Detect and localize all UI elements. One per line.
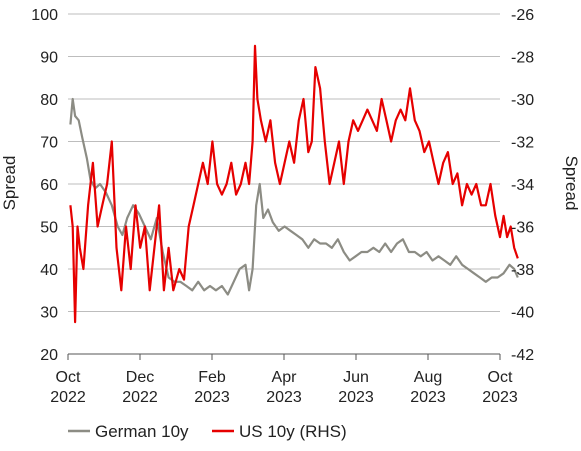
x-tick-month: Oct [488,369,513,386]
x-tick-month: Aug [414,369,442,386]
left-tick-label: 20 [40,347,58,364]
left-tick-label: 100 [31,7,58,24]
x-tick-year: 2023 [266,389,302,406]
x-tick-year: 2022 [50,389,86,406]
left-tick-label: 70 [40,135,58,152]
x-tick-month: Apr [272,369,298,386]
legend: German 10y US 10y (RHS) [68,422,347,441]
left-tick-label: 80 [40,92,58,109]
left-axis-title: Spread [0,156,19,211]
right-axis-title: Spread [562,156,581,211]
series-group [69,44,519,324]
x-tick-month: Dec [126,369,154,386]
right-tick-label: -26 [511,7,534,24]
right-tick-label: -30 [511,92,534,109]
left-tick-label: 30 [40,305,58,322]
right-tick-label: -40 [511,305,534,322]
left-y-axis: 100 90 80 70 60 50 40 30 20 [31,7,58,364]
x-tick-month: Jun [343,369,369,386]
right-tick-label: -28 [511,50,534,67]
x-tick-year: 2023 [194,389,230,406]
x-tick-year: 2022 [122,389,158,406]
x-tick-month: Oct [56,369,81,386]
right-tick-label: -38 [511,262,534,279]
right-tick-label: -42 [511,347,534,364]
x-tick-year: 2023 [338,389,374,406]
left-tick-label: 50 [40,220,58,237]
left-tick-label: 40 [40,262,58,279]
left-tick-label: 60 [40,177,58,194]
left-tick-label: 90 [40,50,58,67]
right-tick-label: -36 [511,220,534,237]
right-tick-label: -32 [511,135,534,152]
right-tick-label: -34 [511,177,534,194]
series-line-german-10y [69,97,519,296]
legend-label: US 10y (RHS) [239,422,347,441]
x-axis: Oct 2022 Dec 2022 Feb 2023 Apr 2023 Jun 2023 Aug 20… [50,354,518,406]
x-tick-month: Feb [198,369,226,386]
legend-label: German 10y [95,422,189,441]
series-line-us-10y [69,44,519,324]
x-tick-year: 2023 [482,389,518,406]
right-y-axis: -26 -28 -30 -32 -34 -36 -38 -40 -42 [511,7,534,364]
x-tick-year: 2023 [410,389,446,406]
